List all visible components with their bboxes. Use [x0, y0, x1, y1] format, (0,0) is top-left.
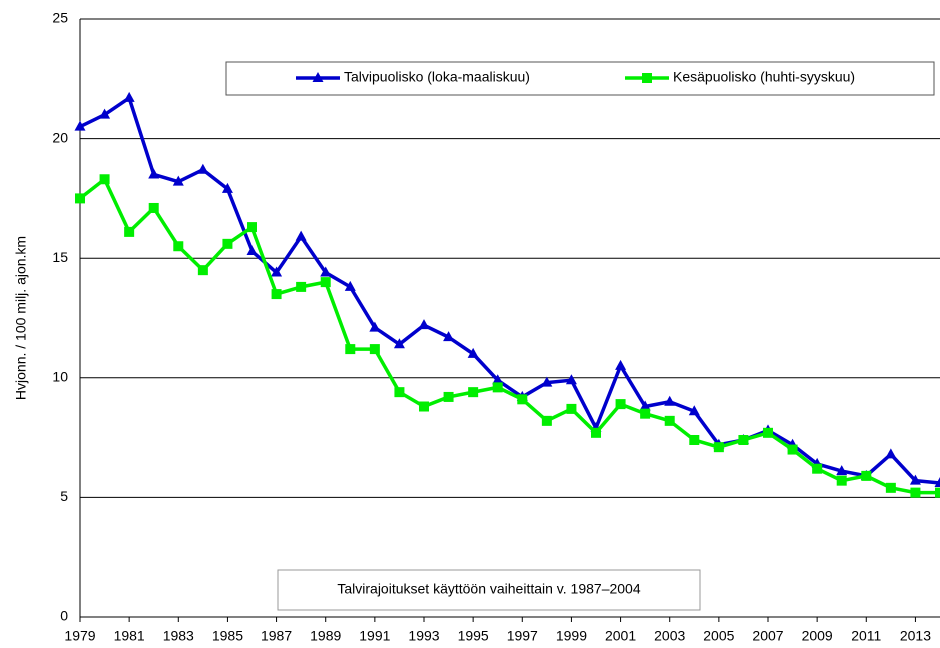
point [910, 487, 921, 498]
point [246, 245, 258, 256]
x-tick-label: 2003 [654, 628, 685, 644]
point [935, 487, 940, 498]
y-tick-label: 15 [52, 249, 68, 265]
point [642, 73, 652, 83]
x-tick-label: 2013 [900, 628, 931, 644]
x-tick-label: 1995 [458, 628, 489, 644]
point [664, 395, 676, 406]
x-tick-label: 1985 [212, 628, 243, 644]
point [763, 427, 773, 438]
point [467, 347, 479, 358]
point [885, 448, 897, 459]
point [271, 289, 282, 300]
point [221, 182, 233, 193]
point [99, 174, 110, 185]
point [934, 477, 940, 488]
point [443, 391, 454, 402]
point [909, 474, 921, 485]
point [615, 359, 627, 370]
point [615, 399, 626, 410]
point [222, 238, 233, 249]
annotation: Talvirajoitukset käyttöön vaiheittain v.… [337, 581, 640, 597]
point [369, 321, 381, 332]
point [885, 482, 896, 493]
point [565, 374, 577, 385]
point [197, 265, 208, 276]
y-tick-label: 25 [52, 10, 68, 26]
x-tick-label: 1989 [310, 628, 341, 644]
series-line [79, 96, 940, 485]
x-tick-label: 2005 [703, 628, 734, 644]
x-tick-label: 1991 [359, 628, 390, 644]
point [861, 470, 872, 481]
point [541, 415, 552, 426]
x-tick-label: 1999 [556, 628, 587, 644]
point [639, 400, 651, 411]
legend-box [225, 61, 935, 96]
point [418, 319, 430, 330]
point [836, 465, 848, 476]
x-tick-label: 2011 [851, 628, 881, 644]
point [271, 266, 283, 277]
x-tick-label: 2009 [802, 628, 833, 644]
x-tick-label: 1983 [163, 628, 194, 644]
legend-label: Kesäpuolisko (huhti-syyskuu) [673, 69, 855, 85]
point [566, 403, 577, 414]
x-tick-label: 2001 [605, 628, 636, 644]
point [369, 344, 380, 355]
point [124, 226, 135, 237]
point [312, 72, 324, 82]
point [74, 120, 86, 131]
point [148, 202, 159, 213]
point [247, 222, 257, 233]
point [664, 415, 675, 426]
x-tick-label: 1987 [261, 628, 292, 644]
point [320, 277, 331, 288]
legend-label: Talvipuolisko (loka-maaliskuu) [344, 69, 530, 85]
point [787, 444, 798, 455]
point [541, 376, 553, 387]
annotation-box [277, 569, 701, 611]
point [99, 108, 111, 119]
x-tick-label: 1981 [114, 628, 145, 644]
point [640, 408, 651, 419]
point [468, 387, 479, 398]
point [713, 442, 724, 453]
point [836, 475, 847, 486]
point [689, 434, 700, 445]
point [172, 175, 184, 186]
x-tick-label: 1997 [507, 628, 538, 644]
y-tick-label: 5 [60, 488, 68, 504]
point [148, 168, 160, 179]
point [295, 230, 307, 241]
point [738, 434, 749, 445]
point [296, 281, 307, 292]
y-axis-label: Hvjonn. / 100 milj. ajon.km [13, 236, 29, 400]
y-tick-label: 10 [52, 369, 68, 385]
point [344, 280, 356, 291]
point [419, 401, 429, 412]
point [812, 463, 823, 474]
y-tick-label: 20 [52, 129, 68, 145]
point [197, 163, 209, 174]
point [173, 241, 184, 252]
y-tick-label: 0 [60, 608, 68, 624]
x-tick-label: 2007 [752, 628, 783, 644]
point [688, 405, 700, 416]
point [393, 338, 405, 349]
point [492, 382, 503, 393]
point [591, 427, 601, 438]
point [123, 91, 135, 102]
point [345, 344, 356, 355]
x-tick-label: 1993 [408, 628, 439, 644]
series-line [78, 177, 940, 495]
point [320, 266, 332, 277]
point [492, 374, 504, 385]
x-tick-label: 1979 [64, 628, 95, 644]
point [443, 331, 455, 342]
point [394, 387, 405, 398]
point [75, 193, 85, 204]
point [517, 394, 528, 405]
